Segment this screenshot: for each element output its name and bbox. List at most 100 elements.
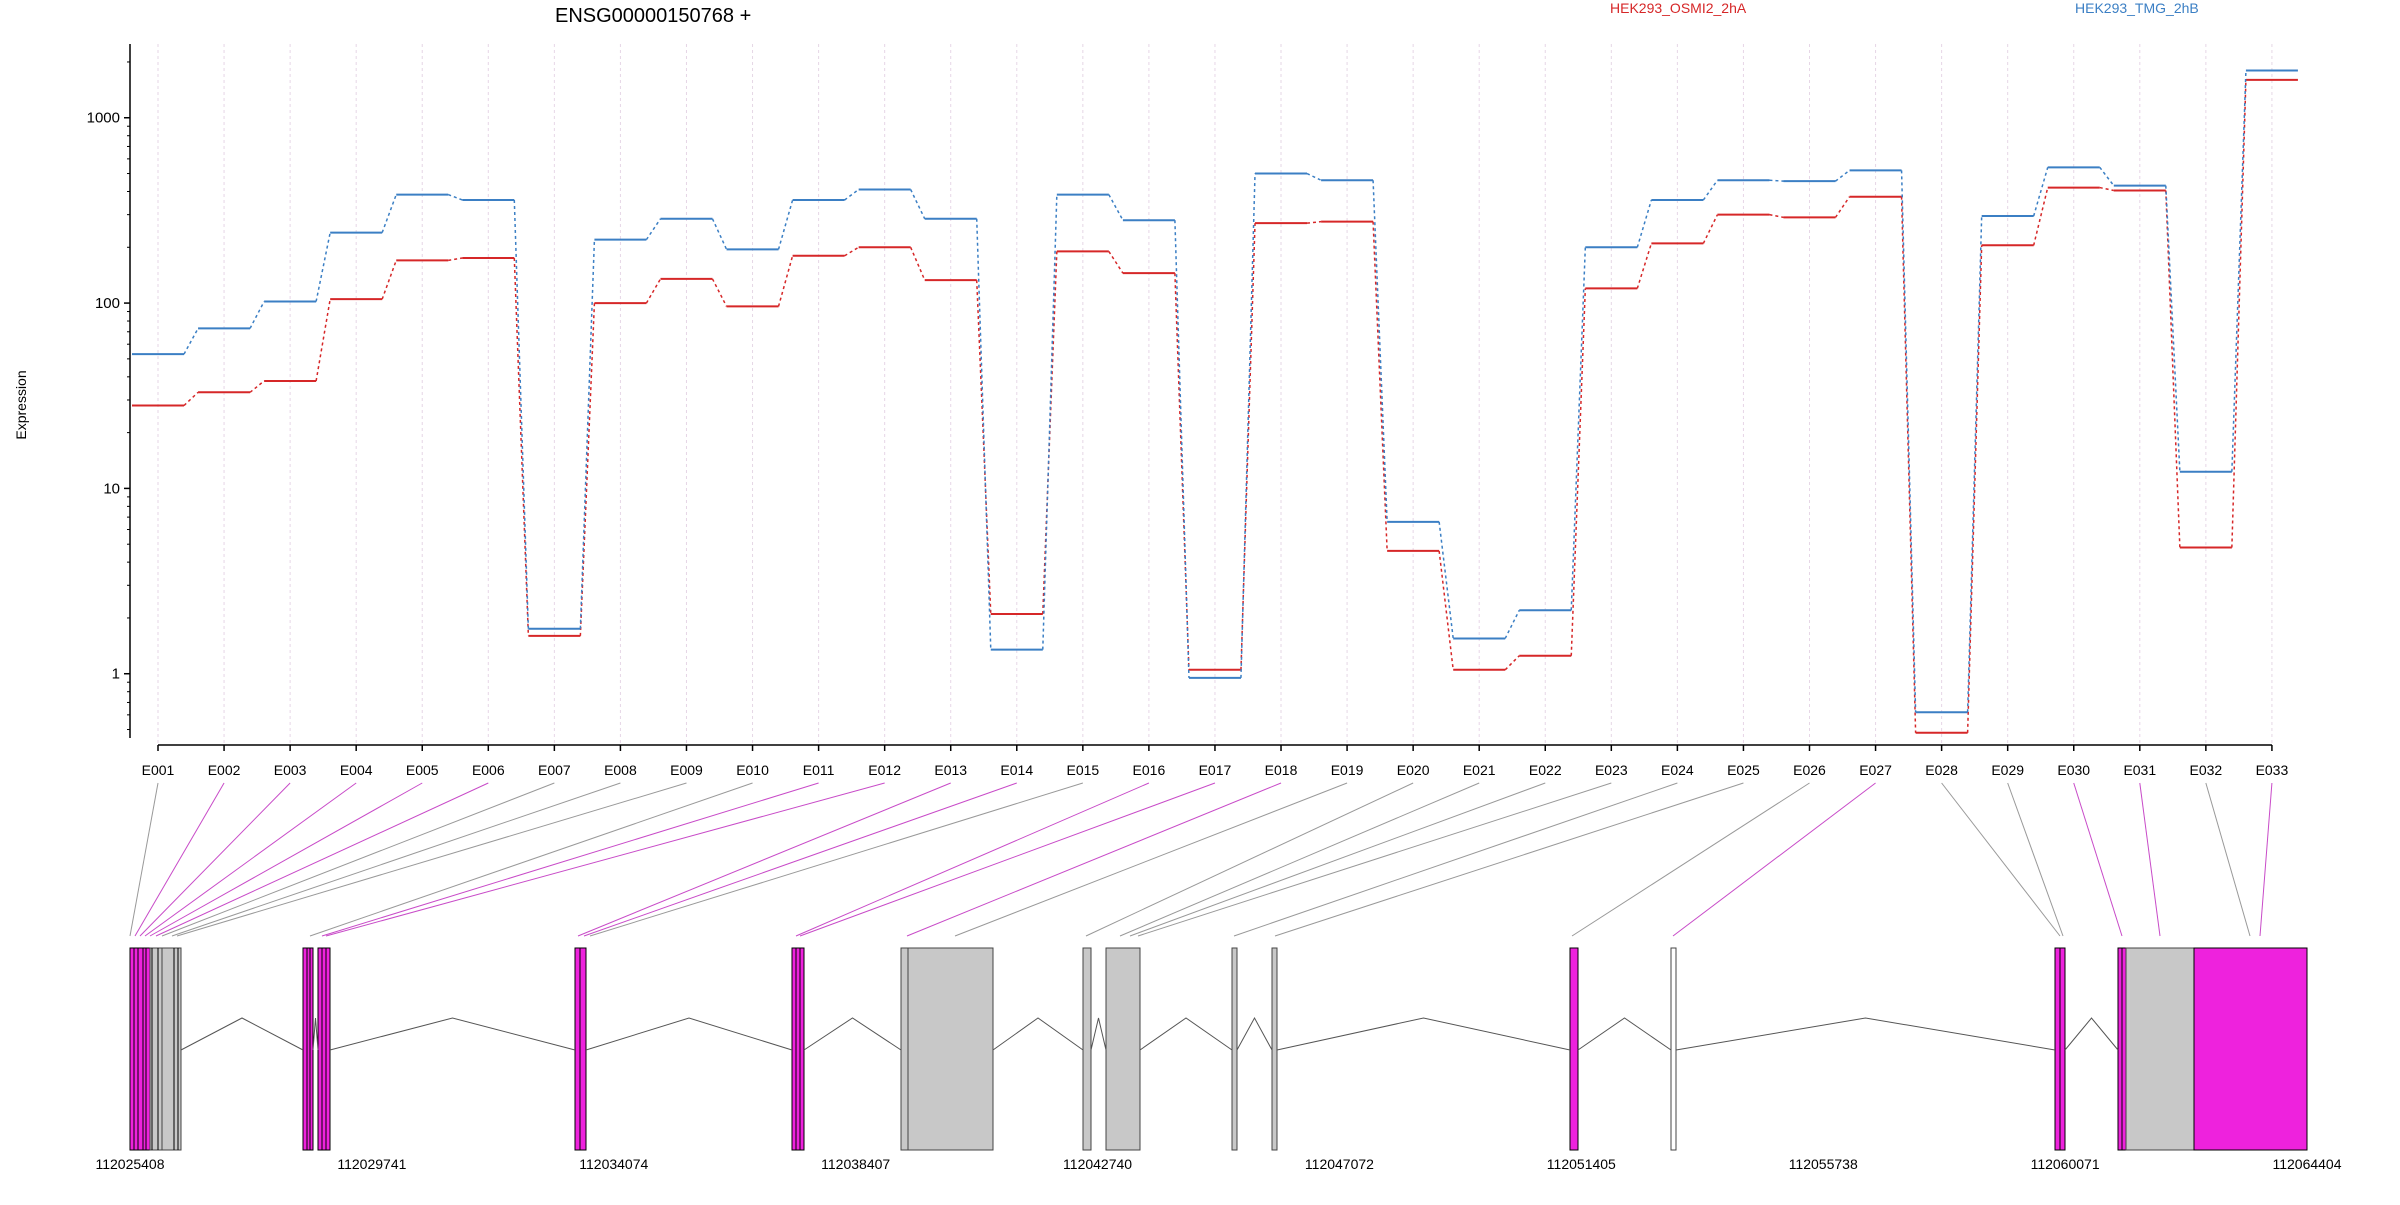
series-2-connector	[909, 189, 926, 220]
x-tick-label-E011: E011	[803, 762, 835, 778]
connector-E001	[129, 782, 159, 937]
intron-line	[1236, 1016, 1273, 1051]
exon-block	[2193, 947, 2308, 1151]
series-1-connector	[1834, 196, 1851, 218]
series-2-connector	[579, 239, 596, 629]
series-1-connector	[1372, 221, 1388, 551]
connector-E031	[2139, 782, 2161, 937]
exon-block	[2125, 947, 2195, 1151]
series-2-connector	[711, 218, 728, 250]
connector-E015	[589, 782, 1083, 937]
series-1-connector	[1769, 213, 1784, 219]
x-tick-label-E027: E027	[1859, 762, 1892, 778]
intron-line	[329, 1017, 576, 1051]
series-1-connector	[844, 246, 860, 257]
connector-E008	[171, 782, 621, 937]
series-1-connector	[1108, 251, 1124, 274]
series-layer	[132, 69, 2298, 734]
series-1-connector	[1900, 196, 1917, 733]
x-tick-label-E009: E009	[670, 762, 703, 778]
y-tick-label: 1	[112, 666, 120, 683]
series-2-connector	[315, 232, 331, 302]
connector-E016	[795, 782, 1150, 937]
x-tick-label-E022: E022	[1529, 762, 1562, 778]
series-2-connector	[2032, 167, 2049, 217]
coord-tick-label: 112060071	[2031, 1156, 2100, 1172]
connector-E033	[2259, 782, 2273, 937]
x-axis: E001 E002 E003 E004 E005 E006 E007 E008 E009 E010…	[142, 744, 2288, 778]
series-2-connector	[447, 193, 463, 201]
coord-tick-label: 112038407	[821, 1156, 890, 1172]
connector-E023	[1137, 782, 1612, 937]
chart-title: ENSG00000150768 +	[555, 5, 751, 27]
series-1-connector	[711, 278, 728, 307]
exon-block	[1569, 947, 1579, 1151]
coord-tick-label: 112047072	[1305, 1156, 1374, 1172]
exon-block	[129, 947, 151, 1151]
connector-E019	[954, 782, 1348, 937]
series-2-connector	[1306, 172, 1322, 181]
intron-line	[585, 1017, 793, 1051]
series-2-connector	[249, 301, 265, 329]
x-tick-label-E003: E003	[274, 762, 307, 778]
series-1-connector	[1174, 273, 1190, 670]
connector-E009	[176, 782, 687, 937]
series-1-connector	[315, 299, 331, 382]
series-1-connector	[1636, 243, 1653, 289]
y-axis: 1 10 100 1000	[87, 44, 131, 738]
x-tick-label-E020: E020	[1397, 762, 1430, 778]
series-1-connector	[1570, 288, 1587, 656]
connector-E025	[1274, 782, 1744, 937]
x-tick-label-E005: E005	[406, 762, 439, 778]
y-tick-label: 100	[95, 295, 120, 312]
legend-series-1: HEK293_OSMI2_2hA	[1610, 0, 1747, 16]
connector-E013	[577, 782, 951, 937]
intron-line	[1675, 1017, 2056, 1051]
connector-E011	[321, 782, 819, 937]
x-tick-label-E002: E002	[208, 762, 241, 778]
series-2-connector	[1174, 220, 1190, 678]
series-2-connector	[1372, 180, 1388, 522]
connector-E021	[1119, 782, 1480, 937]
connector-E005	[149, 782, 423, 937]
connector-E002	[134, 782, 225, 937]
x-tick-label-E024: E024	[1661, 762, 1694, 778]
exon-block	[161, 947, 182, 1151]
connector-E018	[906, 782, 1282, 937]
series-2-connector	[1636, 199, 1653, 248]
exon-block	[1105, 947, 1141, 1151]
series-2-connector	[2231, 70, 2247, 472]
intron-line	[180, 1017, 304, 1051]
series-2-connector	[1966, 215, 1983, 713]
x-tick-label-E032: E032	[2190, 762, 2223, 778]
connector-E014	[583, 782, 1017, 937]
series-2-connector	[381, 194, 397, 233]
series-2-connector	[1240, 173, 1256, 678]
x-tick-label-E010: E010	[736, 762, 769, 778]
x-tick-label-E021: E021	[1463, 762, 1496, 778]
x-tick-label-E014: E014	[1000, 762, 1033, 778]
intron-line	[2064, 1017, 2119, 1051]
connector-E024	[1233, 782, 1678, 937]
series-1-connector	[183, 391, 199, 407]
x-tick-label-E016: E016	[1133, 762, 1166, 778]
series-2-connector	[777, 199, 794, 250]
genomic-coordinate-axis: 112025408 112029741 112034074 112038407 1120…	[95, 1156, 2341, 1172]
series-2-connector	[645, 218, 662, 241]
x-tick-label-E017: E017	[1199, 762, 1232, 778]
series-2-connector	[2165, 185, 2181, 472]
connector-E026	[1571, 782, 1810, 937]
series-2-connector	[1504, 609, 1520, 639]
connector-E007	[161, 782, 555, 937]
coord-tick-label: 112029741	[337, 1156, 406, 1172]
series-1-connector	[381, 260, 397, 300]
series-1-connector	[2099, 186, 2114, 192]
intron-line	[803, 1017, 902, 1051]
x-tick-label-E018: E018	[1265, 762, 1298, 778]
exon-block	[907, 947, 994, 1151]
series-1-connector	[645, 278, 662, 304]
series-2	[132, 69, 2298, 714]
connector-E030	[2073, 782, 2123, 937]
connector-E004	[144, 782, 357, 937]
